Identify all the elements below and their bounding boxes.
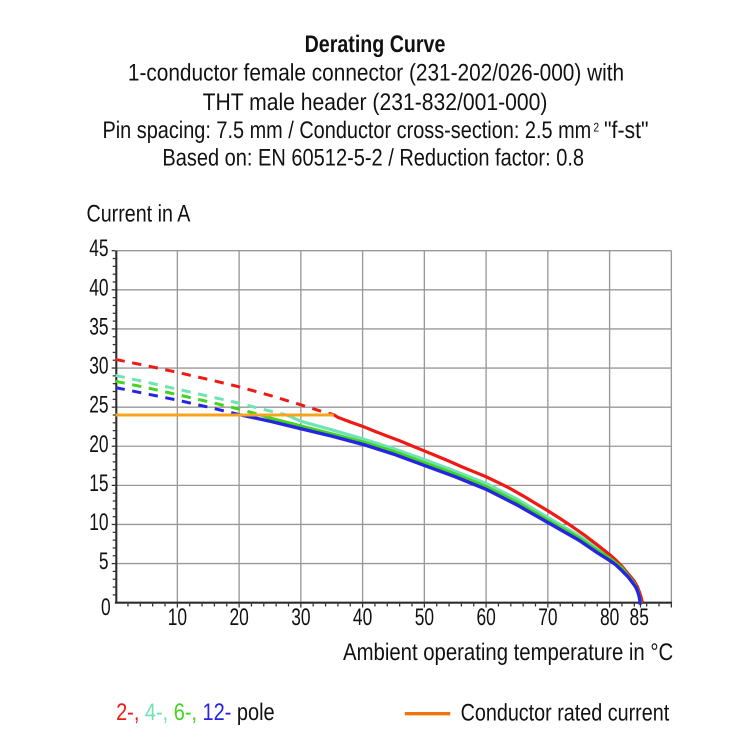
svg-text:Based on: EN 60512-5-2 / Reduc: Based on: EN 60512-5-2 / Reduction facto…	[162, 145, 584, 172]
svg-text:5: 5	[99, 548, 109, 575]
svg-text:2-,: 2-,	[116, 699, 145, 726]
svg-text:6-,: 6-,	[174, 699, 203, 726]
svg-text:1-conductor female connector (: 1-conductor female connector (231-202/02…	[128, 59, 624, 86]
svg-text:Conductor rated current: Conductor rated current	[461, 700, 670, 727]
svg-text:85: 85	[630, 604, 649, 631]
svg-text:12-: 12-	[203, 699, 237, 726]
svg-text:"f-st": "f-st"	[604, 117, 649, 144]
svg-text:25: 25	[89, 392, 108, 419]
svg-text:Derating Curve: Derating Curve	[305, 31, 446, 58]
svg-text:60: 60	[476, 604, 495, 631]
svg-text:10: 10	[168, 604, 187, 631]
svg-text:THT male header (231-832/001-0: THT male header (231-832/001-000)	[203, 89, 548, 116]
svg-text:50: 50	[415, 604, 434, 631]
svg-text:Current in A: Current in A	[87, 200, 191, 227]
svg-text:4-,: 4-,	[145, 699, 174, 726]
svg-text:30: 30	[291, 604, 310, 631]
svg-text:40: 40	[89, 274, 108, 301]
svg-text:0: 0	[101, 594, 111, 621]
svg-text:45: 45	[89, 235, 108, 262]
svg-text:80: 80	[600, 604, 619, 631]
svg-text:15: 15	[89, 470, 108, 497]
svg-text:pole: pole	[237, 699, 275, 726]
svg-text:20: 20	[89, 431, 108, 458]
svg-text:Ambient operating temperature: Ambient operating temperature in °C	[343, 639, 673, 666]
svg-text:Pin spacing: 7.5 mm / Conducto: Pin spacing: 7.5 mm / Conductor cross-se…	[102, 117, 591, 144]
svg-text:30: 30	[89, 353, 108, 380]
svg-text:20: 20	[229, 604, 248, 631]
svg-text:40: 40	[353, 604, 372, 631]
svg-text:10: 10	[89, 509, 108, 536]
svg-text:2: 2	[593, 120, 599, 134]
svg-text:70: 70	[538, 604, 557, 631]
svg-text:35: 35	[89, 313, 108, 340]
